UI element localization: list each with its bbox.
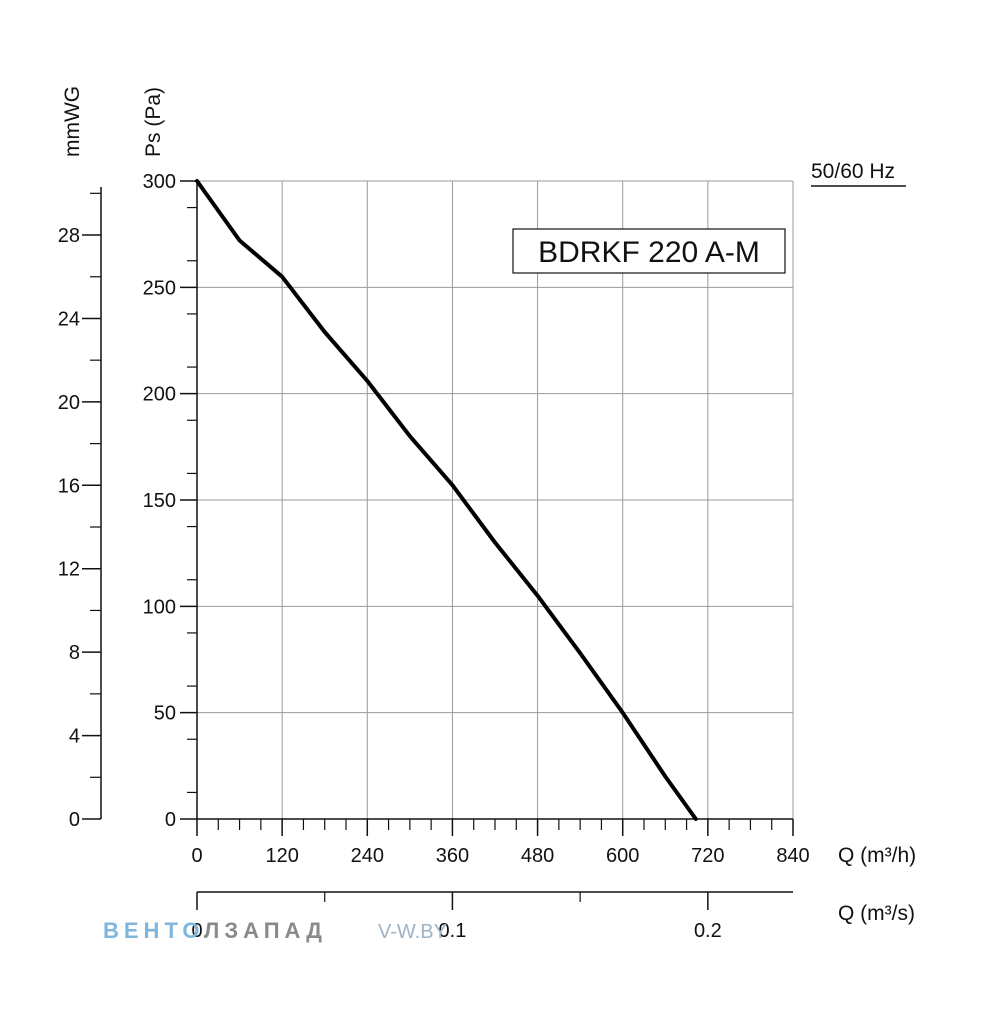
y-tick-label: 250 [143,277,176,299]
watermark-brand-part1: ВЕНТО [103,918,204,943]
y2-tick-label: 12 [58,559,80,581]
y2-tick-label: 20 [58,392,80,414]
fan-curve-line [195,179,698,821]
y2-tick-label: 4 [69,726,80,748]
x-tick-label: 0 [191,845,202,867]
y-axis-label: Ps (Pa) [142,87,165,157]
x-tick-label: 840 [776,845,809,867]
y-tick-label: 200 [143,384,176,406]
x-tick-label: 600 [606,845,639,867]
x-axis-label: Q (m³/h) [838,844,916,867]
watermark-url: V-W.BY [378,921,447,943]
x-tick-label: 480 [521,845,554,867]
watermark-brand-part2: ЛЗАПАД [203,918,327,943]
y-tick-label: 300 [143,171,176,193]
y2-tick-label: 16 [58,475,80,497]
x2-axis-label: Q (m³/s) [838,902,915,925]
y2-axis-label: mmWG [61,86,84,157]
x2-tick-label: 0.2 [694,920,722,942]
title-box [512,228,786,274]
x-tick-label: 240 [351,845,384,867]
x-tick-label: 360 [436,845,469,867]
x2-tick-label: 0 [191,920,202,942]
watermark-brand: ВЕНТОЛЗАПАД [103,918,327,944]
frequency-label: 50/60 Hz [811,160,895,183]
y2-tick-label: 8 [69,642,80,664]
y-tick-label: 50 [154,703,176,725]
x2-tick-label: 0.1 [439,920,467,942]
y2-tick-label: 24 [58,308,80,330]
y2-tick-label: 0 [69,809,80,831]
series-layer [195,179,698,821]
x-tick-label: 120 [265,845,298,867]
y2-tick-label: 28 [58,225,80,247]
grid [196,180,794,820]
chart-title: BDRKF 220 A-M [538,236,760,269]
x-tick-label: 720 [691,845,724,867]
y-tick-label: 0 [165,809,176,831]
y-tick-label: 100 [143,596,176,618]
y-tick-label: 150 [143,490,176,512]
